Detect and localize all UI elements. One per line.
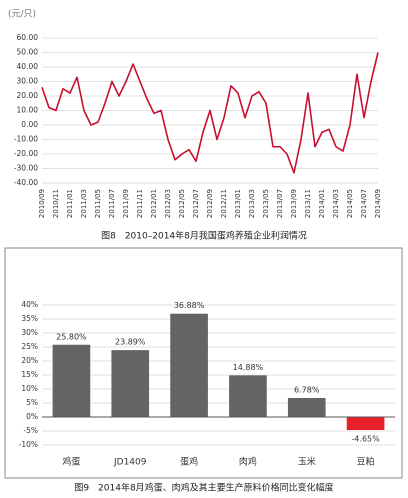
bar: [111, 350, 150, 417]
x-tick-label: 肉鸡: [239, 456, 257, 468]
x-tick-label: 2012/05: [178, 189, 186, 218]
y-tick-label: -10.00: [14, 135, 38, 144]
y-tick-label: -20.00: [14, 149, 38, 158]
figure-caption: 图9 2014年8月鸡蛋、肉鸡及其主要生产原料价格同比变化幅度: [74, 482, 333, 494]
y-tick-label: 10.00: [17, 106, 39, 115]
x-tick-label: 2010/11: [52, 189, 60, 218]
x-tick-label: 玉米: [298, 456, 316, 468]
x-tick-label: 2013/09: [290, 189, 298, 218]
y-axis-label: (元/只): [8, 10, 36, 20]
x-tick-label: 豆粕: [357, 456, 375, 468]
y-tick-label: -40.00: [14, 178, 38, 187]
value-label: 23.89%: [115, 338, 146, 347]
x-tick-label: 2012/03: [164, 189, 172, 218]
y-tick-label: 60.00: [17, 33, 39, 42]
x-tick-label: 2012/11: [220, 189, 228, 218]
line-series: [41, 52, 379, 174]
x-tick-label: 2013/11: [304, 189, 312, 218]
y-tick-label: 5%: [26, 398, 38, 407]
figure-caption: 图8 2010–2014年8月我国蛋鸡养殖企业利润情况: [101, 230, 307, 242]
x-tick-label: 2014/01: [318, 189, 326, 218]
value-label: -4.65%: [351, 435, 380, 444]
y-tick-label: 50.00: [17, 48, 39, 57]
x-tick-label: JD1409: [113, 458, 147, 468]
y-tick-label: 30.00: [17, 77, 39, 86]
x-tick-label: 2012/01: [150, 189, 158, 218]
x-tick-label: 蛋鸡: [180, 456, 198, 468]
x-tick-label: 2012/07: [192, 189, 200, 218]
x-tick-label: 2012/09: [206, 189, 214, 218]
x-tick-label: 2011/11: [136, 189, 144, 218]
value-label: 6.78%: [294, 386, 320, 395]
x-tick-label: 鸡蛋: [62, 456, 80, 468]
value-label: 36.88%: [174, 301, 205, 310]
y-tick-label: 25%: [21, 342, 38, 351]
y-tick-label: 20.00: [17, 91, 39, 100]
x-tick-label: 2011/09: [122, 189, 130, 218]
y-tick-label: 0%: [26, 412, 38, 421]
x-tick-label: 2011/05: [94, 189, 102, 218]
bar: [170, 313, 208, 417]
bar: [52, 344, 91, 417]
x-tick-label: 2014/07: [360, 189, 368, 218]
y-tick-label: -30.00: [14, 164, 38, 173]
y-tick-label: 30%: [21, 328, 38, 337]
x-tick-label: 2013/01: [234, 189, 242, 218]
y-tick-label: 40%: [21, 300, 38, 309]
y-tick-label: 35%: [21, 314, 38, 323]
x-tick-label: 2011/07: [108, 189, 116, 218]
x-tick-label: 2014/05: [346, 189, 354, 218]
y-tick-label: -5%: [23, 426, 38, 435]
x-tick-label: 2014/03: [332, 189, 340, 218]
y-tick-label: -10%: [19, 440, 38, 449]
x-tick-label: 2014/09: [374, 189, 382, 218]
x-tick-label: 2013/07: [276, 189, 284, 218]
x-tick-label: 2013/05: [262, 189, 270, 218]
x-tick-label: 2010/09: [38, 189, 46, 218]
bar: [346, 417, 385, 431]
x-tick-label: 2011/03: [80, 189, 88, 218]
y-tick-label: 15%: [21, 370, 38, 379]
value-label: 25.80%: [56, 332, 87, 341]
value-label: 14.88%: [233, 363, 264, 372]
chart-frame: [4, 247, 403, 479]
bar: [229, 375, 267, 417]
y-tick-label: 20%: [21, 356, 38, 365]
x-tick-label: 2011/01: [66, 189, 74, 218]
bar: [287, 398, 326, 417]
y-tick-label: 10%: [21, 384, 38, 393]
y-tick-label: 0.00: [21, 120, 38, 129]
x-tick-label: 2013/03: [248, 189, 256, 218]
y-tick-label: 40.00: [17, 62, 39, 71]
